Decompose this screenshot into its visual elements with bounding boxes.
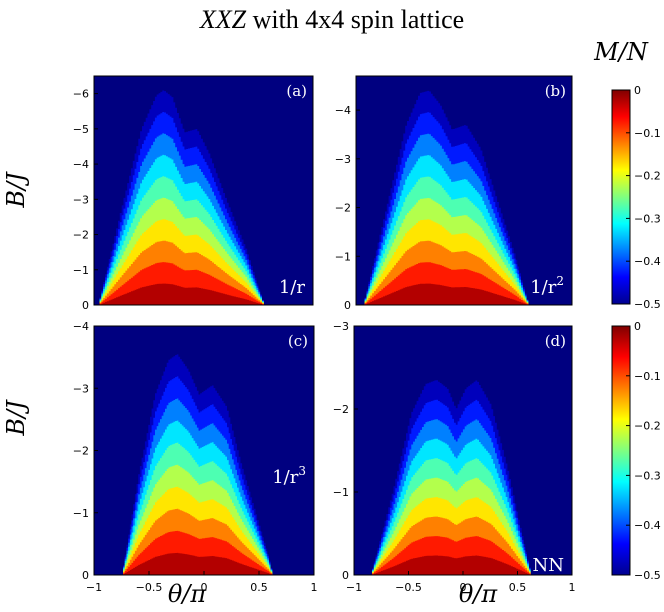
y-tick-label: −4: [73, 158, 89, 171]
contour-band: [121, 552, 273, 575]
panel-label: (c): [288, 332, 308, 350]
panel-annotation: 1/r2: [530, 274, 564, 298]
colorbar-tick-label: −0.5: [634, 298, 661, 311]
colorbar-tick-label: −0.4: [634, 519, 661, 532]
y-tick-label: −3: [335, 153, 351, 166]
y-tick-label: −1: [73, 264, 89, 277]
colorbar-tick-label: −0.5: [634, 569, 661, 582]
plot-frame: [93, 75, 314, 306]
x-tick-label: −0.5: [395, 581, 422, 594]
plot-frame: [355, 75, 573, 306]
x-tick-label: −1: [86, 581, 102, 594]
panel-label: (d): [545, 332, 566, 350]
y-tick-label: −3: [73, 193, 89, 206]
x-tick-label: 0: [460, 581, 467, 594]
colorbar-tick-label: 0: [634, 84, 641, 97]
contour-band: [362, 283, 529, 305]
panel-label: (b): [545, 82, 566, 100]
y-tick-label: −6: [73, 88, 89, 101]
y-tick-label: −3: [333, 320, 349, 333]
colorbar-bottom: 0 −0.1 −0.2 −0.3 −0.4 −0.5: [611, 320, 661, 582]
colorbar-tick-label: −0.4: [634, 255, 661, 268]
y-tick-label: 0: [82, 569, 89, 582]
colorbar-tick-label: −0.3: [634, 212, 661, 225]
y-tick-label: −2: [333, 403, 349, 416]
colorbar-tick-label: −0.1: [634, 127, 661, 140]
x-tick-label: 0: [201, 581, 208, 594]
y-axis-label-bottom: B/J: [2, 399, 30, 437]
colorbar-tick-label: 0: [634, 320, 641, 333]
panel-annotation: 1/r: [279, 277, 306, 298]
figure-title: XXZ with 4x4 spin lattice: [199, 5, 464, 34]
colorbar-tick-label: −0.2: [634, 420, 661, 433]
y-tick-label: −1: [335, 250, 351, 263]
panel-d: 0−1−2−3−1 −0.5 0 0.5 1(d)NN: [333, 320, 576, 594]
y-tick-label: −3: [73, 382, 89, 395]
panel-annotation: NN: [533, 555, 565, 576]
y-tick-label: 0: [82, 299, 89, 312]
contour-band: [370, 555, 531, 575]
panel-b: 0 −1 −2 −3 −4 (b) 1/r2: [335, 75, 573, 312]
colorbar-gradient: [611, 89, 631, 305]
y-tick-label: −4: [335, 104, 351, 117]
y-tick-label: −1: [333, 486, 349, 499]
y-tick-label: 0: [342, 569, 349, 582]
title-rest: with 4x4 spin lattice: [246, 5, 464, 34]
x-axis-label-right: θ/π: [459, 580, 499, 608]
colorbar-tick-label: −0.3: [634, 469, 661, 482]
colorbar-top: 0 −0.1 −0.2 −0.3 −0.4 −0.5: [611, 84, 661, 311]
x-tick-label: 0.5: [509, 581, 527, 594]
y-tick-label: −5: [73, 123, 89, 136]
x-tick-label: 1: [311, 581, 318, 594]
panel-label: (a): [286, 82, 307, 100]
x-tick-label: 1: [569, 581, 576, 594]
y-tick-label: −2: [73, 229, 89, 242]
y-tick-label: −2: [73, 445, 89, 458]
x-tick-label: 0.5: [250, 581, 268, 594]
colorbar-label: M/N: [593, 38, 649, 66]
x-tick-label: −1: [346, 581, 362, 594]
panel-a: 0 −1 −2 −3 −4 −5 −6 (a) 1/r: [73, 75, 314, 312]
colorbar-tick-label: −0.1: [634, 370, 661, 383]
panel-annotation: 1/r3: [272, 464, 306, 488]
x-axis-label-left: θ/π: [168, 580, 208, 608]
y-tick-label: 0: [344, 299, 351, 312]
title-italic: XXZ: [199, 5, 247, 34]
x-tick-label: −0.5: [136, 581, 163, 594]
panel-c: 0−1−2−3−4−1 −0.5 0 0.5 1(c)1/r3: [73, 320, 318, 594]
y-tick-label: −2: [335, 202, 351, 215]
y-tick-label: −4: [73, 320, 89, 333]
contour-band: [97, 283, 264, 305]
colorbar-gradient: [611, 325, 631, 576]
colorbar-tick-label: −0.2: [634, 170, 661, 183]
y-tick-label: −1: [73, 507, 89, 520]
y-axis-label-top: B/J: [2, 171, 30, 209]
